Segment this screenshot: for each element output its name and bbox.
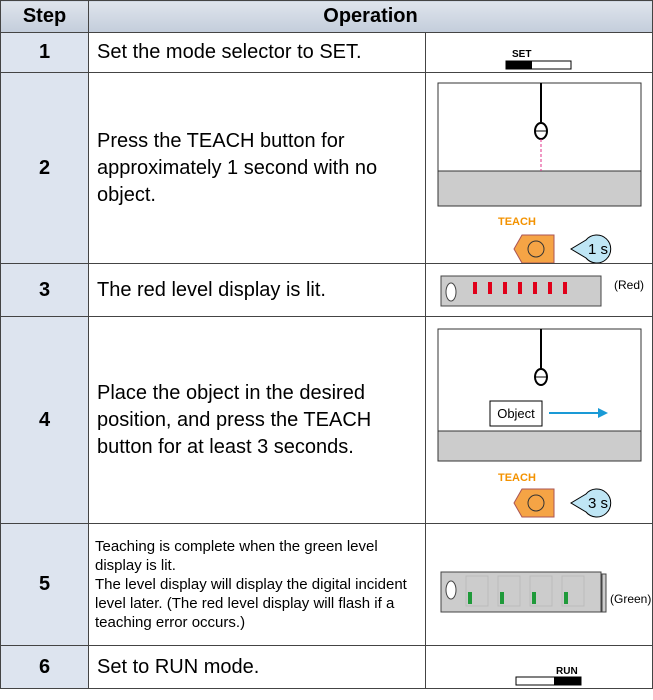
label: (Green) — [610, 592, 651, 606]
step: 6 — [0, 645, 89, 689]
label: Object — [497, 406, 535, 421]
teach-figure: TEACH 1 s — [437, 82, 642, 263]
text: Teaching is complete when the green leve… — [95, 538, 378, 574]
figure: SET — [424, 32, 653, 73]
step: 4 — [0, 316, 89, 524]
operation: Teaching is complete when the green leve… — [88, 523, 426, 646]
mode-switch: SET — [505, 49, 572, 70]
label: RUN — [556, 666, 578, 677]
label: 1 s — [588, 241, 608, 258]
operation: Set to RUN mode. — [88, 645, 426, 689]
step: 5 — [0, 523, 89, 646]
step: 2 — [0, 72, 89, 264]
header-row: Step Operation — [0, 0, 653, 33]
note: The level display will display the digit… — [95, 576, 407, 631]
operation: Place the object in the desired position… — [88, 316, 426, 524]
figure: (Green) — [424, 523, 653, 646]
operation: Set the mode selector to SET. — [88, 32, 426, 73]
mode-switch: RUN — [515, 666, 582, 686]
label: TEACH — [498, 472, 536, 484]
teach-figure: Object TEACH 3 s — [437, 328, 642, 518]
figure: (Red) — [424, 263, 653, 317]
row: 4 Place the object in the desired positi… — [0, 316, 653, 524]
figure: RUN — [424, 645, 653, 689]
operation: Press the TEACH button for approximately… — [88, 72, 426, 264]
operation: The red level display is lit. — [88, 263, 426, 317]
row: 2 Press the TEACH button for approximate… — [0, 72, 653, 264]
label: 3 s — [588, 495, 608, 512]
label: (Red) — [614, 278, 644, 292]
row: 1 Set the mode selector to SET. SET — [0, 32, 653, 73]
step: 1 — [0, 32, 89, 73]
figure: Object TEACH 3 s — [424, 316, 653, 524]
figure: TEACH 1 s — [424, 72, 653, 264]
header-operation: Operation — [87, 0, 653, 33]
row: 3 The red level display is lit. (Red) — [0, 263, 653, 317]
row: 6 Set to RUN mode. RUN — [0, 645, 653, 689]
step: 3 — [0, 263, 89, 317]
level-display-green: (Green) — [440, 571, 651, 613]
level-display-red: (Red) — [440, 275, 644, 307]
row: 5 Teaching is complete when the green le… — [0, 523, 653, 646]
label: TEACH — [498, 216, 536, 228]
header-step: Step — [0, 0, 89, 33]
label: SET — [512, 49, 531, 60]
